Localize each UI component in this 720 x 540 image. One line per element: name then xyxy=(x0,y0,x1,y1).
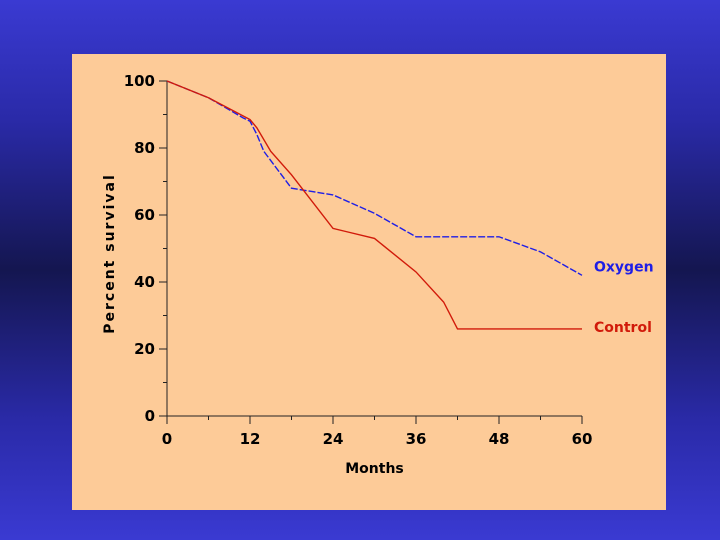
survival-chart: 0 20 40 60 80 100 0 12 24 36 48 60 Months Percent s… xyxy=(102,72,654,477)
x-tick-label: 24 xyxy=(323,430,344,448)
x-axis-title: Months xyxy=(345,461,404,477)
x-tick-label: 48 xyxy=(489,430,510,448)
x-tick-label: 12 xyxy=(240,430,261,448)
y-tick-label: 20 xyxy=(134,340,155,358)
x-tick-label: 0 xyxy=(162,430,172,448)
tick-labels: 0 20 40 60 80 100 0 12 24 36 48 60 xyxy=(124,72,593,448)
tick-marks xyxy=(159,80,583,424)
y-tick-label: 40 xyxy=(134,273,155,291)
series-labels: Oxygen Control xyxy=(594,259,654,336)
y-tick-label: 60 xyxy=(134,206,155,224)
y-tick-label: 100 xyxy=(124,72,155,90)
series-label-oxygen: Oxygen xyxy=(594,259,654,275)
series-lines xyxy=(166,80,583,330)
y-axis-title: Percent survival xyxy=(102,173,118,334)
x-tick-label: 36 xyxy=(406,430,427,448)
series-label-control: Control xyxy=(594,320,652,336)
y-tick-label: 0 xyxy=(145,407,155,425)
chart-panel: 0 20 40 60 80 100 0 12 24 36 48 60 Months Percent s… xyxy=(72,54,666,510)
x-tick-label: 60 xyxy=(572,430,593,448)
series-line-control xyxy=(166,80,582,330)
series-line-oxygen xyxy=(166,80,583,276)
axes xyxy=(166,81,582,417)
y-tick-label: 80 xyxy=(134,139,155,157)
